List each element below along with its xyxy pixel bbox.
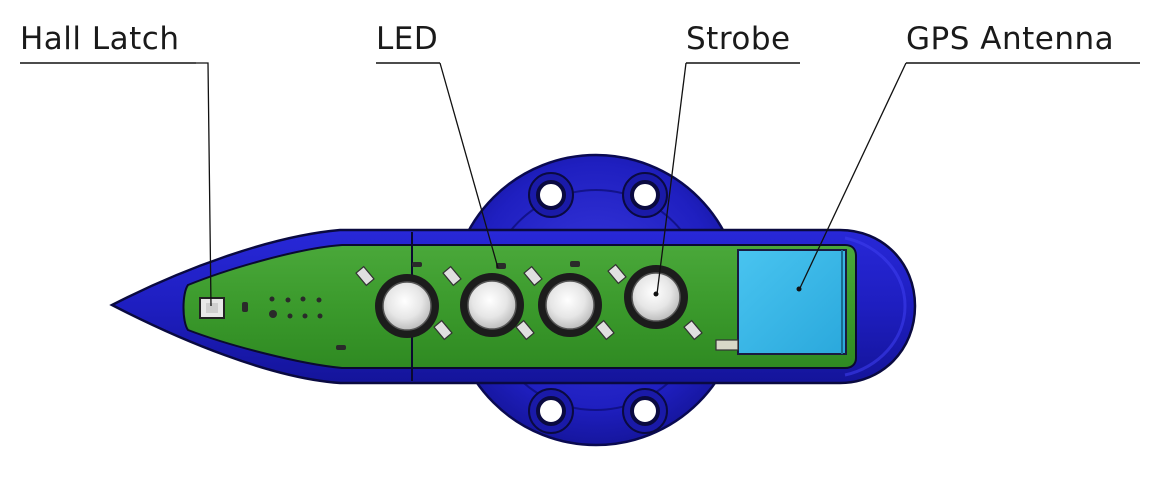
led-1 [355, 265, 453, 341]
leader-led [439, 62, 499, 269]
smd-components [242, 261, 580, 350]
gps-antenna [715, 249, 847, 355]
screw-hole-top-left [528, 172, 574, 218]
led-3 [523, 265, 615, 341]
label-hall-latch: Hall Latch [20, 21, 180, 57]
label-gps-antenna: GPS Antenna [906, 21, 1115, 57]
antenna-connector [715, 339, 739, 351]
label-led: LED [376, 21, 439, 57]
hall-latch-sensor [199, 297, 225, 319]
screw-hole-bottom-right [622, 388, 668, 434]
leader-strobe [656, 62, 687, 295]
leader-gps-antenna [799, 62, 907, 289]
screw-hole-bottom-left [528, 388, 574, 434]
strobe-light [607, 263, 703, 341]
label-strobe: Strobe [686, 21, 791, 57]
leader-lines [196, 62, 907, 307]
leader-hall-latch [196, 62, 212, 307]
screw-hole-top-right [622, 172, 668, 218]
led-2 [442, 265, 535, 341]
